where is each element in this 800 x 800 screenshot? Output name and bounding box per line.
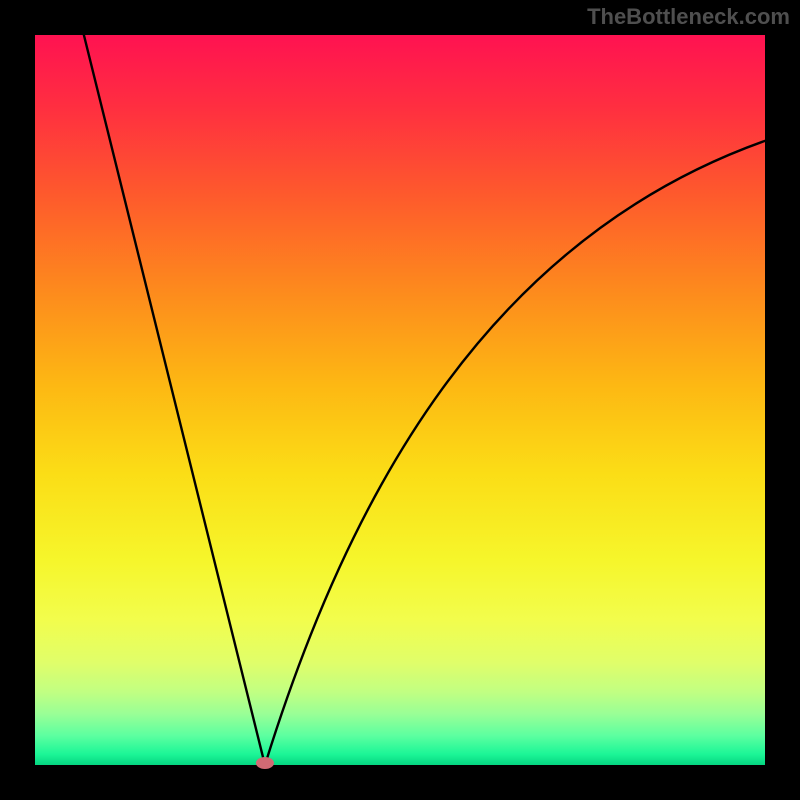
vertex-marker	[256, 757, 274, 769]
chart-container: TheBottleneck.com	[0, 0, 800, 800]
bottleneck-chart	[0, 0, 800, 800]
watermark-text: TheBottleneck.com	[587, 4, 790, 30]
plot-background-gradient	[35, 35, 765, 765]
